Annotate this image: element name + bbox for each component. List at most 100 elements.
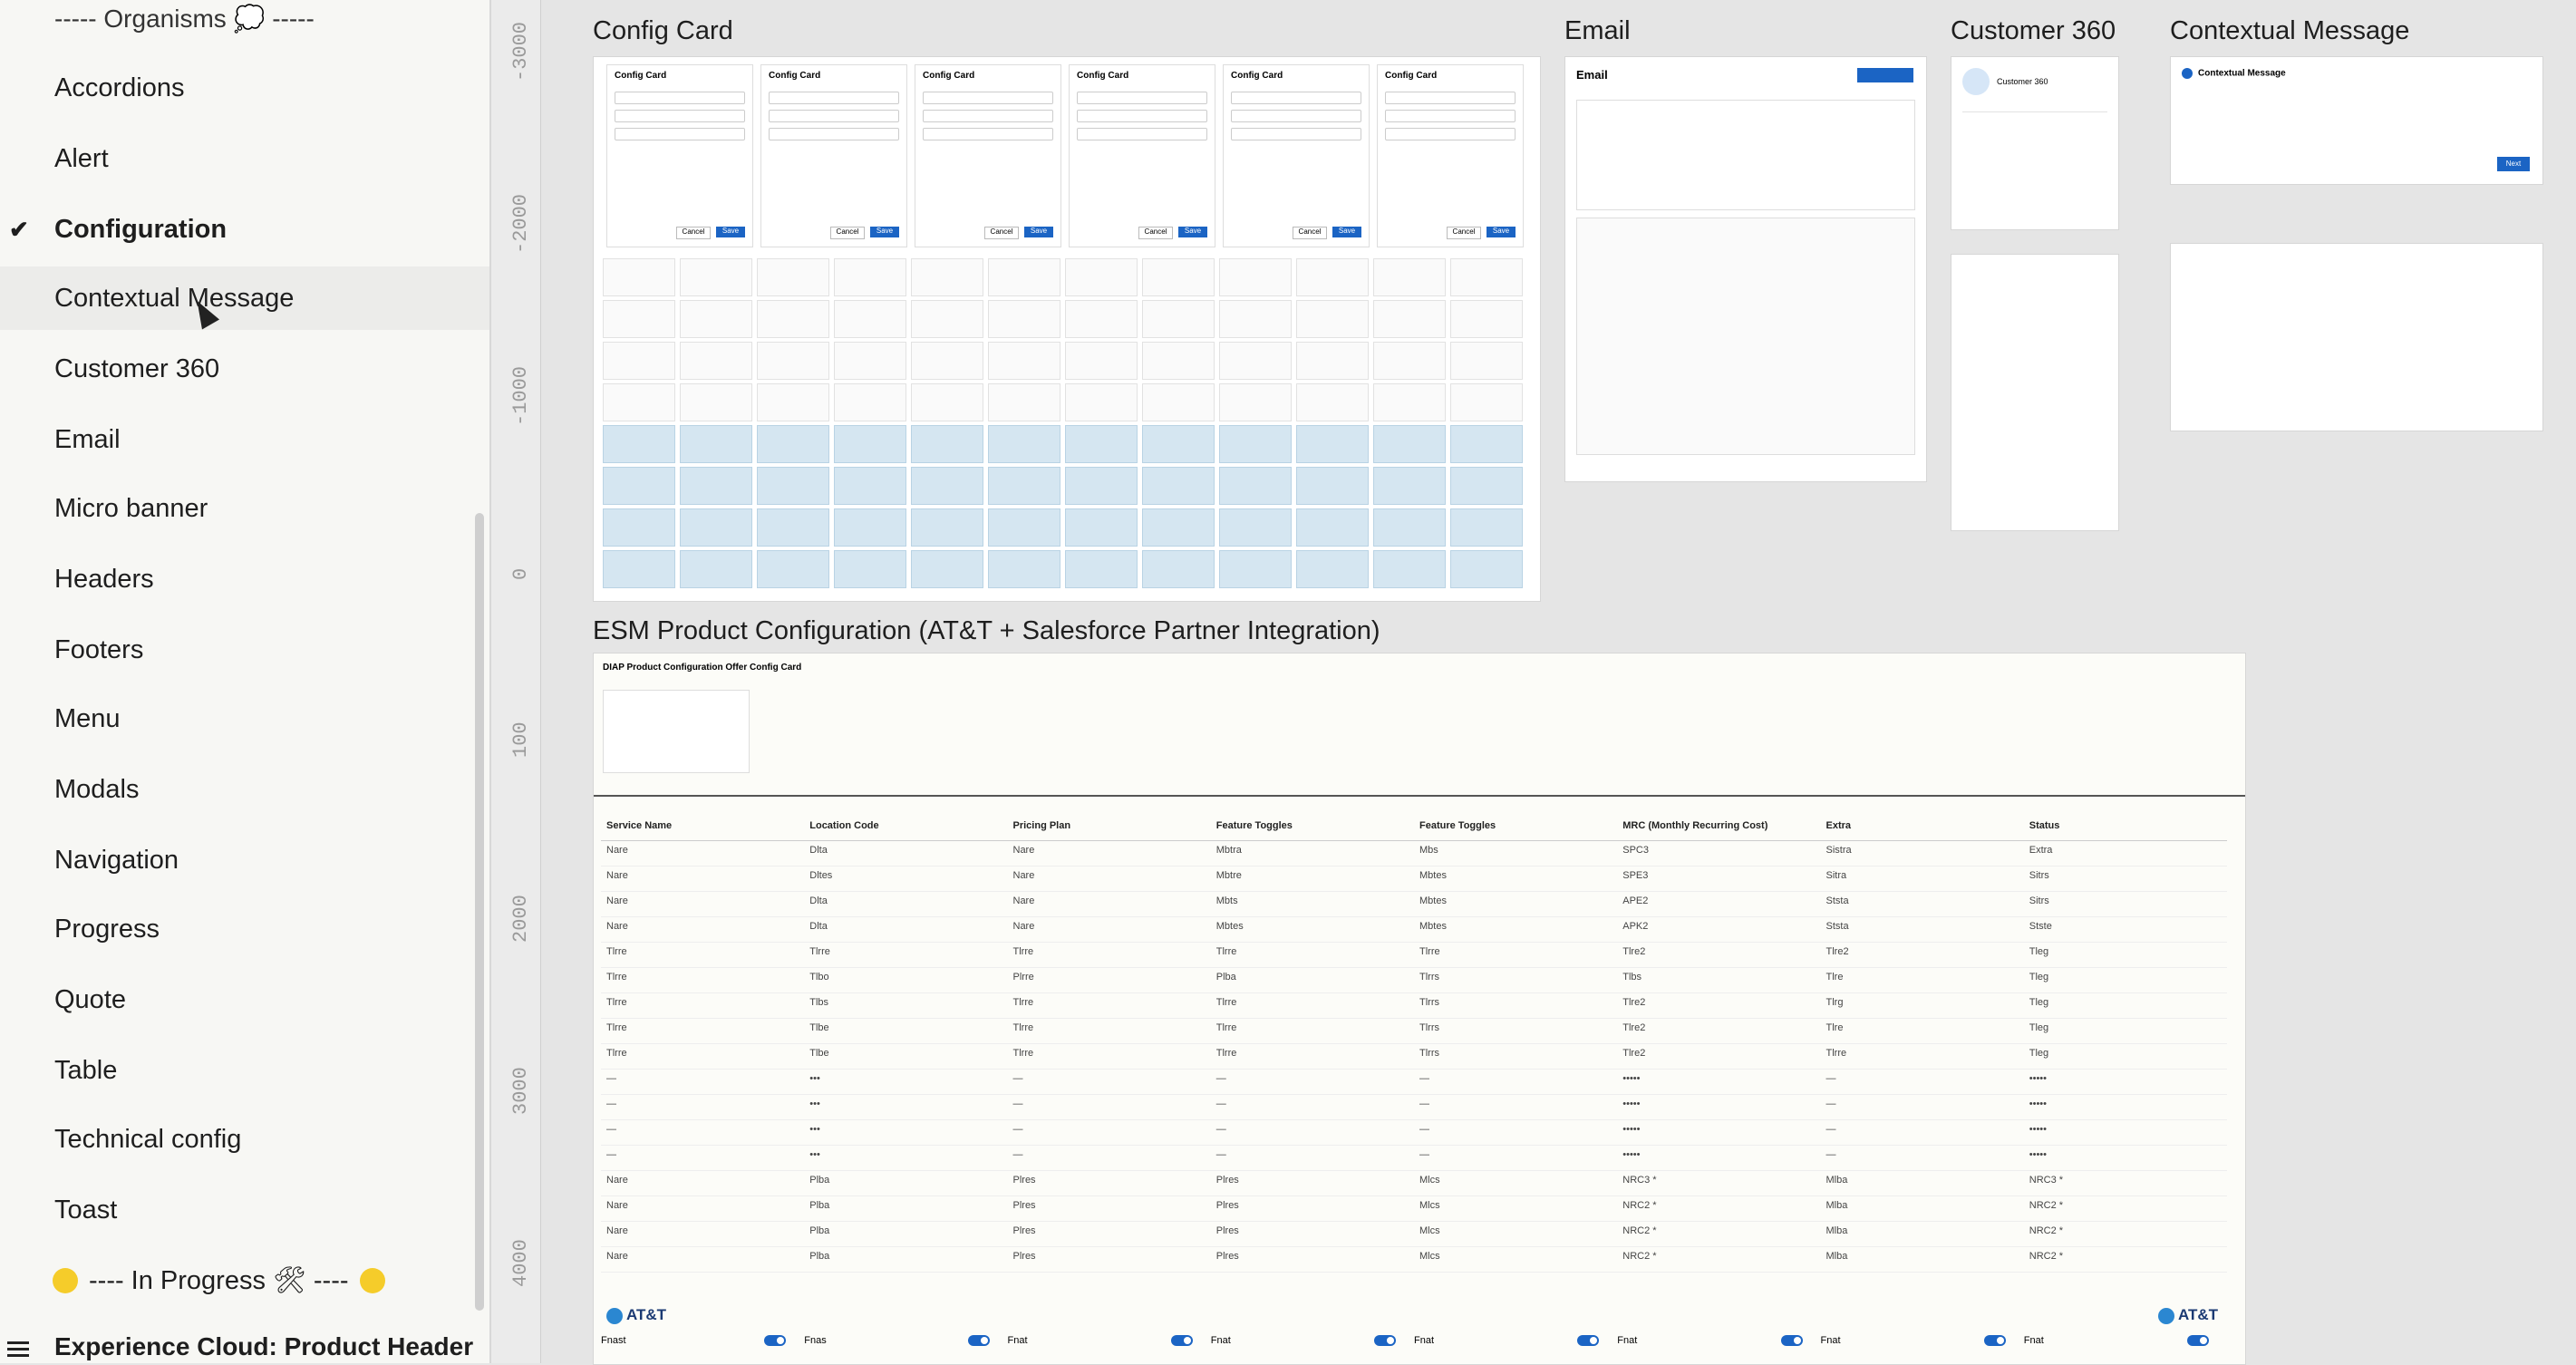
frame-customer-360[interactable]: Customer 360 bbox=[1951, 56, 2119, 230]
table-cell: Tlrre bbox=[1012, 997, 1034, 1008]
sidebar-item-micro-banner[interactable]: Micro banner bbox=[0, 477, 489, 540]
config-card-variant[interactable]: Config Card Cancel Save bbox=[1223, 64, 1370, 247]
esm-column-header[interactable]: Service Name bbox=[606, 820, 673, 831]
frame-customer-360-products[interactable] bbox=[1951, 254, 2119, 531]
table-cell: Dlta bbox=[809, 921, 828, 932]
ruler-tick: 100 bbox=[509, 721, 532, 758]
cancel-button[interactable]: Cancel bbox=[1293, 227, 1327, 239]
current-page-row[interactable]: Experience Cloud: Product Header bbox=[0, 1331, 489, 1363]
frame-config-card[interactable]: Config Card Cancel Save Config Card Cancel S… bbox=[593, 56, 1541, 602]
cancel-button[interactable]: Cancel bbox=[984, 227, 1019, 239]
config-card-thumbnail bbox=[757, 383, 829, 421]
sidebar-item-progress[interactable]: Progress bbox=[0, 897, 489, 961]
contextual-next-button[interactable]: Next bbox=[2497, 157, 2530, 171]
att-logo-left: AT&T bbox=[606, 1306, 666, 1324]
save-button[interactable]: Save bbox=[1487, 227, 1516, 237]
config-card-thumbnail bbox=[988, 550, 1060, 588]
frame-contextual-products[interactable] bbox=[2170, 243, 2543, 431]
table-cell: ••••• bbox=[1622, 1149, 1641, 1160]
config-card-thumbnail bbox=[603, 508, 675, 547]
table-row[interactable]: Nare Plba Plres Plres Mlcs NRC3 * Mlba NRC3 * bbox=[601, 1171, 2227, 1196]
yellow-circle-icon bbox=[359, 1268, 385, 1293]
toggle-switch[interactable] bbox=[1577, 1335, 1600, 1346]
esm-column-header[interactable]: Status bbox=[2029, 820, 2060, 831]
esm-column-header[interactable]: Feature Toggles bbox=[1419, 820, 1496, 831]
toggle-switch[interactable] bbox=[1170, 1335, 1193, 1346]
cancel-button[interactable]: Cancel bbox=[1138, 227, 1173, 239]
sidebar-item-headers[interactable]: Headers bbox=[0, 547, 489, 611]
table-cell: — bbox=[1012, 1099, 1023, 1109]
sidebar-item-technical-config[interactable]: Technical config bbox=[0, 1108, 489, 1171]
email-primary-button[interactable] bbox=[1857, 68, 1913, 82]
table-cell: Tlrre bbox=[1215, 1022, 1237, 1033]
toggle-switch[interactable] bbox=[764, 1335, 787, 1346]
table-row[interactable]: Nare Plba Plres Plres Mlcs NRC2 * Mlba NRC2 * bbox=[601, 1222, 2227, 1247]
table-row[interactable]: Tlrre Tlbe Tlrre Tlrre Tlrrs Tlre2 Tlre Tleg bbox=[601, 1019, 2227, 1044]
save-button[interactable]: Save bbox=[1178, 227, 1207, 237]
table-row[interactable]: Nare Dltes Nare Mbtre Mbtes SPE3 Sitra Sitrs bbox=[601, 866, 2227, 892]
table-row[interactable]: — ••• — — — ••••• — ••••• bbox=[601, 1120, 2227, 1146]
sidebar-item-customer-360[interactable]: Customer 360 bbox=[0, 337, 489, 401]
esm-column-header[interactable]: Pricing Plan bbox=[1012, 820, 1071, 831]
esm-column-header[interactable]: Location Code bbox=[809, 820, 879, 831]
sidebar-item-toast[interactable]: Toast bbox=[0, 1178, 489, 1242]
sidebar-item-quote[interactable]: Quote bbox=[0, 968, 489, 1031]
sidebar-item-modals[interactable]: Modals bbox=[0, 758, 489, 821]
esm-column-header[interactable]: Extra bbox=[1825, 820, 1852, 831]
sidebar-item-contextual-message[interactable]: Contextual Message bbox=[0, 266, 489, 330]
table-row[interactable]: Tlrre Tlbs Tlrre Tlrre Tlrrs Tlre2 Tlrg Tleg bbox=[601, 993, 2227, 1019]
save-button[interactable]: Save bbox=[1332, 227, 1361, 237]
sidebar-item-menu[interactable]: Menu bbox=[0, 687, 489, 750]
config-card-variant[interactable]: Config Card Cancel Save bbox=[760, 64, 907, 247]
config-card-thumbnail bbox=[1065, 342, 1138, 380]
config-card-variant[interactable]: Config Card Cancel Save bbox=[1069, 64, 1215, 247]
table-row[interactable]: — ••• — — — ••••• — ••••• bbox=[601, 1146, 2227, 1171]
esm-column-header[interactable]: Feature Toggles bbox=[1215, 820, 1293, 831]
table-cell: Tlrre bbox=[1215, 1048, 1237, 1059]
table-row[interactable]: Tlrre Tlrre Tlrre Tlrre Tlrre Tlre2 Tlre2 Tleg bbox=[601, 943, 2227, 968]
sidebar-item-table[interactable]: Table bbox=[0, 1039, 489, 1102]
frame-contextual-message[interactable]: Contextual Message Next bbox=[2170, 56, 2543, 185]
cancel-button[interactable]: Cancel bbox=[830, 227, 865, 239]
table-row[interactable]: Nare Dlta Nare Mbtes Mbtes APK2 Ststa Stste bbox=[601, 917, 2227, 943]
config-card-variant[interactable]: Config Card Cancel Save bbox=[915, 64, 1061, 247]
toggle-switch[interactable] bbox=[2187, 1335, 2209, 1346]
table-row[interactable]: Nare Plba Plres Plres Mlcs NRC2 * Mlba NRC2 * bbox=[601, 1247, 2227, 1273]
save-button[interactable]: Save bbox=[1024, 227, 1053, 237]
sidebar-item-configuration[interactable]: ✔ Configuration bbox=[0, 198, 489, 261]
table-row[interactable]: — ••• — — — ••••• — ••••• bbox=[601, 1095, 2227, 1120]
table-cell: Mbs bbox=[1419, 845, 1438, 856]
toggle-switch[interactable] bbox=[1374, 1335, 1396, 1346]
save-button[interactable]: Save bbox=[870, 227, 899, 237]
table-cell: ••••• bbox=[2029, 1073, 2048, 1084]
info-icon bbox=[2182, 68, 2193, 79]
table-row[interactable]: Nare Plba Plres Plres Mlcs NRC2 * Mlba NRC2 * bbox=[601, 1196, 2227, 1222]
config-card-variant[interactable]: Config Card Cancel Save bbox=[1377, 64, 1524, 247]
cancel-button[interactable]: Cancel bbox=[676, 227, 711, 239]
frame-esm-product-configuration[interactable]: DIAP Product Configuration Offer Config … bbox=[593, 653, 2246, 1365]
table-row[interactable]: Tlrre Tlbe Tlrre Tlrre Tlrrs Tlre2 Tlrre Tleg bbox=[601, 1044, 2227, 1070]
table-cell: Tlrrs bbox=[1419, 972, 1439, 983]
sidebar-item-footers[interactable]: Footers bbox=[0, 618, 489, 682]
sidebar-item-label: Customer 360 bbox=[54, 353, 220, 383]
toggle-switch[interactable] bbox=[1780, 1335, 1803, 1346]
sidebar-item-accordions[interactable]: Accordions bbox=[0, 56, 489, 120]
sidebar-item-alert[interactable]: Alert bbox=[0, 127, 489, 190]
table-row[interactable]: — ••• — — — ••••• — ••••• bbox=[601, 1070, 2227, 1095]
table-cell: Plres bbox=[1215, 1175, 1239, 1186]
esm-column-header[interactable]: MRC (Monthly Recurring Cost) bbox=[1622, 820, 1768, 831]
config-card-variant[interactable]: Config Card Cancel Save bbox=[606, 64, 753, 247]
table-row[interactable]: Tlrre Tlbo Plrre Plba Tlrrs Tlbs Tlre Tleg bbox=[601, 968, 2227, 993]
toggle-switch[interactable] bbox=[967, 1335, 990, 1346]
table-row[interactable]: Nare Dlta Nare Mbtra Mbs SPC3 Sistra Extra bbox=[601, 841, 2227, 866]
frame-email[interactable]: Email bbox=[1564, 56, 1927, 482]
save-button[interactable]: Save bbox=[716, 227, 745, 237]
cancel-button[interactable]: Cancel bbox=[1447, 227, 1481, 239]
toggle-switch[interactable] bbox=[1983, 1335, 2006, 1346]
sidebar-item-navigation[interactable]: Navigation bbox=[0, 828, 489, 892]
sidebar-item-in-progress[interactable]: ---- In Progress 🛠 ---- bbox=[0, 1249, 489, 1312]
table-row[interactable]: Nare Dlta Nare Mbts Mbtes APE2 Ststa Sitrs bbox=[601, 892, 2227, 917]
sidebar-scrollbar[interactable] bbox=[475, 513, 484, 1311]
config-card-thumbnail bbox=[603, 383, 675, 421]
sidebar-item-email[interactable]: Email bbox=[0, 408, 489, 471]
